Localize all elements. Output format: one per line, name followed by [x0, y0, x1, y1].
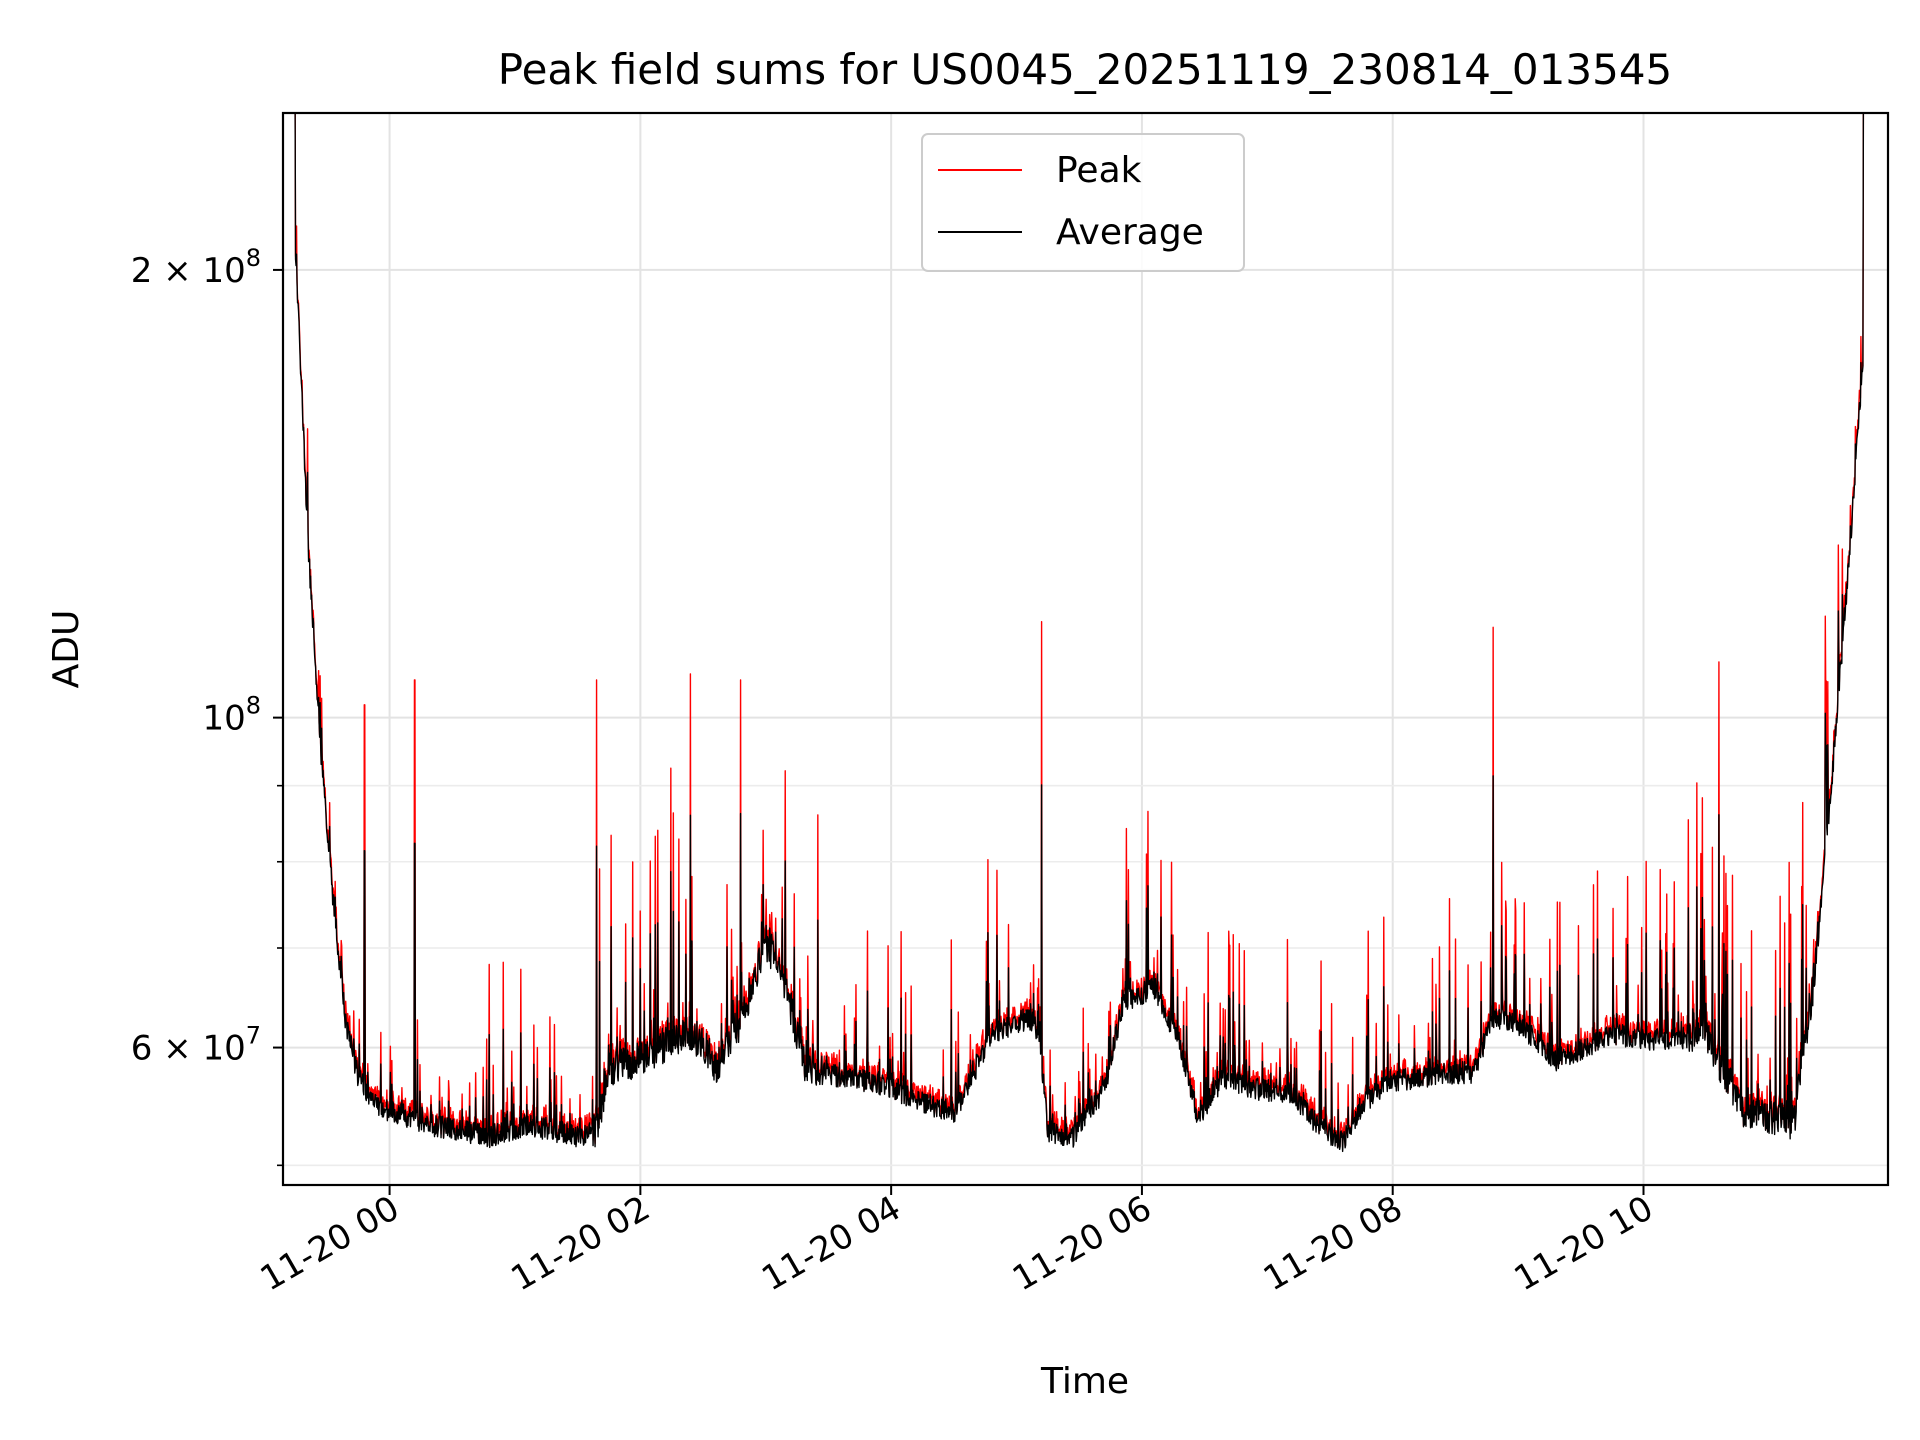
- series-average-line: [294, 113, 1865, 1153]
- legend-box: [921, 133, 1245, 272]
- chart-title: Peak field sums for US0045_20251119_2308…: [498, 45, 1673, 94]
- series-layer: [294, 113, 1865, 1153]
- x-axis-label: Time: [1040, 1361, 1129, 1402]
- legend: Peak Average: [921, 133, 1245, 272]
- plot-frame: [281, 111, 1890, 1187]
- y-tick-label: 6 × 107: [131, 1022, 261, 1069]
- y-tick-label: 108: [202, 692, 261, 739]
- y-axis-label: ADU: [46, 610, 87, 689]
- y-tick-label: 2 × 108: [131, 244, 261, 291]
- legend-peak-label: Peak: [1056, 150, 1142, 191]
- legend-average-label: Average: [1056, 212, 1204, 253]
